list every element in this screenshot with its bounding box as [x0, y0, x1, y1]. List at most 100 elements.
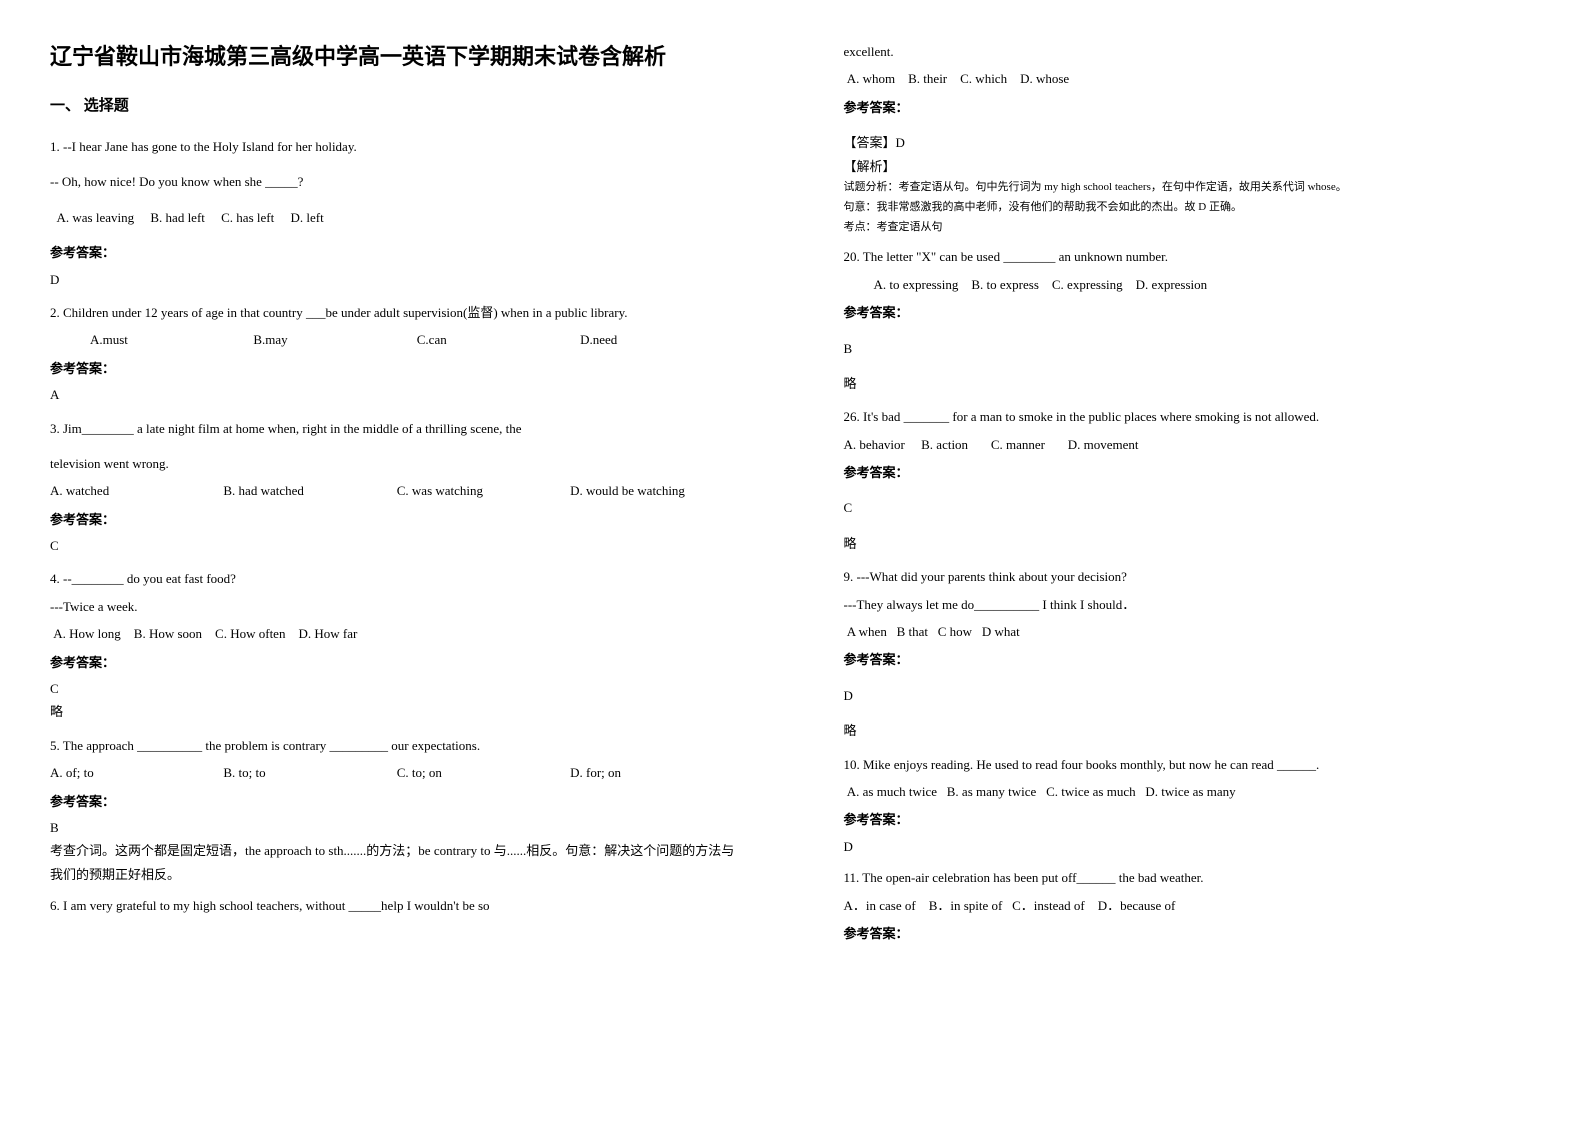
q20-optA: A. to expressing — [874, 277, 959, 292]
q1-optB: B. had left — [150, 210, 205, 225]
q6-explain2: 句意：我非常感激我的高中老师，没有他们的帮助我不会如此的杰出。故 D 正确。 — [844, 198, 1538, 218]
q9-optD: D what — [982, 624, 1020, 639]
q20-text1: 20. The letter "X" can be used ________ … — [844, 245, 1538, 268]
answer-label: 参考答案： — [50, 651, 744, 674]
q1-optA: A. was leaving — [57, 210, 135, 225]
q4-optB: B. How soon — [134, 626, 202, 641]
q4-options: A. How long B. How soon C. How often D. … — [50, 622, 744, 645]
q10-optC: C. twice as much — [1046, 784, 1136, 799]
q11-optB: B．in spite of — [929, 898, 1003, 913]
question-3: 3. Jim________ a late night film at home… — [50, 417, 744, 558]
q6-text1: 6. I am very grateful to my high school … — [50, 894, 744, 917]
q6-optC: C. which — [960, 71, 1007, 86]
q11-text1: 11. The open-air celebration has been pu… — [844, 866, 1538, 889]
q26-optD: D. movement — [1068, 437, 1139, 452]
q5-answer: B — [50, 816, 744, 839]
q11-optD: D．because of — [1098, 898, 1176, 913]
answer-label: 参考答案： — [50, 357, 744, 380]
q2-optD: D.need — [580, 328, 713, 351]
q10-optA: A. as much twice — [847, 784, 937, 799]
answer-label: 参考答案： — [50, 241, 744, 264]
q9-optB: B that — [897, 624, 928, 639]
q10-optB: B. as many twice — [947, 784, 1037, 799]
q26-options: A. behavior B. action C. manner D. movem… — [844, 433, 1538, 456]
q3-optA: A. watched — [50, 479, 193, 502]
question-4: 4. --________ do you eat fast food? ---T… — [50, 567, 744, 723]
q5-optC: C. to; on — [397, 761, 540, 784]
q20-optC: C. expressing — [1052, 277, 1123, 292]
answer-label: 参考答案： — [844, 808, 1538, 831]
left-column: 辽宁省鞍山市海城第三高级中学高一英语下学期期末试卷含解析 一、 选择题 1. -… — [0, 0, 794, 1122]
q4-text2: ---Twice a week. — [50, 595, 744, 618]
q1-text2: -- Oh, how nice! Do you know when she __… — [50, 170, 744, 193]
q9-text2: ---They always let me do__________ I thi… — [844, 593, 1538, 616]
q26-note: 略 — [844, 532, 1538, 555]
question-11: 11. The open-air celebration has been pu… — [844, 866, 1538, 945]
q3-optC: C. was watching — [397, 479, 540, 502]
answer-label: 参考答案： — [844, 922, 1538, 945]
q1-options: A. was leaving B. had left C. has left D… — [50, 206, 744, 229]
q4-optC: C. How often — [215, 626, 285, 641]
q1-answer: D — [50, 268, 744, 291]
q9-optC: C how — [938, 624, 972, 639]
q26-answer: C — [844, 496, 1538, 519]
q6-options: A. whom B. their C. which D. whose — [844, 67, 1538, 90]
section-header: 一、 选择题 — [50, 93, 744, 120]
right-column: excellent. A. whom B. their C. which D. … — [794, 0, 1587, 1122]
answer-label: 参考答案： — [50, 790, 744, 813]
question-6-start: 6. I am very grateful to my high school … — [50, 894, 744, 917]
q9-options: A when B that C how D what — [844, 620, 1538, 643]
q3-optD: D. would be watching — [570, 479, 713, 502]
q4-optD: D. How far — [298, 626, 357, 641]
q1-text1: 1. --I hear Jane has gone to the Holy Is… — [50, 135, 744, 158]
q10-options: A. as much twice B. as many twice C. twi… — [844, 780, 1538, 803]
q1-optD: D. left — [290, 210, 323, 225]
q2-optC: C.can — [417, 328, 550, 351]
q9-text1: 9. ---What did your parents think about … — [844, 565, 1538, 588]
question-5: 5. The approach __________ the problem i… — [50, 734, 744, 886]
page-title: 辽宁省鞍山市海城第三高级中学高一英语下学期期末试卷含解析 — [50, 40, 744, 73]
question-26: 26. It's bad _______ for a man to smoke … — [844, 405, 1538, 555]
question-10: 10. Mike enjoys reading. He used to read… — [844, 753, 1538, 859]
q5-explanation: 考查介词。这两个都是固定短语，the approach to sth......… — [50, 839, 744, 886]
q2-text1: 2. Children under 12 years of age in tha… — [50, 301, 744, 324]
answer-label: 参考答案： — [844, 96, 1538, 119]
q2-optA: A.must — [90, 328, 223, 351]
q4-answer: C — [50, 677, 744, 700]
q11-options: A．in case of B．in spite of C．instead of … — [844, 894, 1538, 917]
question-6-cont: excellent. A. whom B. their C. which D. … — [844, 40, 1538, 237]
q10-answer: D — [844, 835, 1538, 858]
q20-optB: B. to express — [971, 277, 1039, 292]
q6-text2: excellent. — [844, 40, 1538, 63]
q6-explain-header: 【解析】 — [844, 155, 1538, 178]
q6-optD: D. whose — [1020, 71, 1069, 86]
q26-optA: A. behavior — [844, 437, 905, 452]
q20-note: 略 — [844, 372, 1538, 395]
answer-label: 参考答案： — [50, 508, 744, 531]
q5-text1: 5. The approach __________ the problem i… — [50, 734, 744, 757]
q20-answer: B — [844, 337, 1538, 360]
question-1: 1. --I hear Jane has gone to the Holy Is… — [50, 135, 744, 291]
question-9: 9. ---What did your parents think about … — [844, 565, 1538, 742]
q5-optB: B. to; to — [223, 761, 366, 784]
q9-optA: A when — [847, 624, 887, 639]
q6-explain1: 试题分析：考查定语从句。句中先行词为 my high school teache… — [844, 178, 1538, 198]
q5-optD: D. for; on — [570, 761, 713, 784]
q6-explain3: 考点：考查定语从句 — [844, 218, 1538, 238]
answer-label: 参考答案： — [844, 461, 1538, 484]
q3-options: A. watched B. had watched C. was watchin… — [50, 479, 744, 502]
q10-text1: 10. Mike enjoys reading. He used to read… — [844, 753, 1538, 776]
q20-optD: D. expression — [1136, 277, 1208, 292]
q11-optA: A．in case of — [844, 898, 916, 913]
q2-answer: A — [50, 383, 744, 406]
question-2: 2. Children under 12 years of age in tha… — [50, 301, 744, 407]
q20-options: A. to expressing B. to express C. expres… — [844, 273, 1538, 296]
q9-answer: D — [844, 684, 1538, 707]
q4-text1: 4. --________ do you eat fast food? — [50, 567, 744, 590]
q4-note: 略 — [50, 700, 744, 723]
q26-optC: C. manner — [991, 437, 1045, 452]
q3-answer: C — [50, 534, 744, 557]
q9-note: 略 — [844, 719, 1538, 742]
answer-label: 参考答案： — [844, 301, 1538, 324]
q2-optB: B.may — [253, 328, 386, 351]
